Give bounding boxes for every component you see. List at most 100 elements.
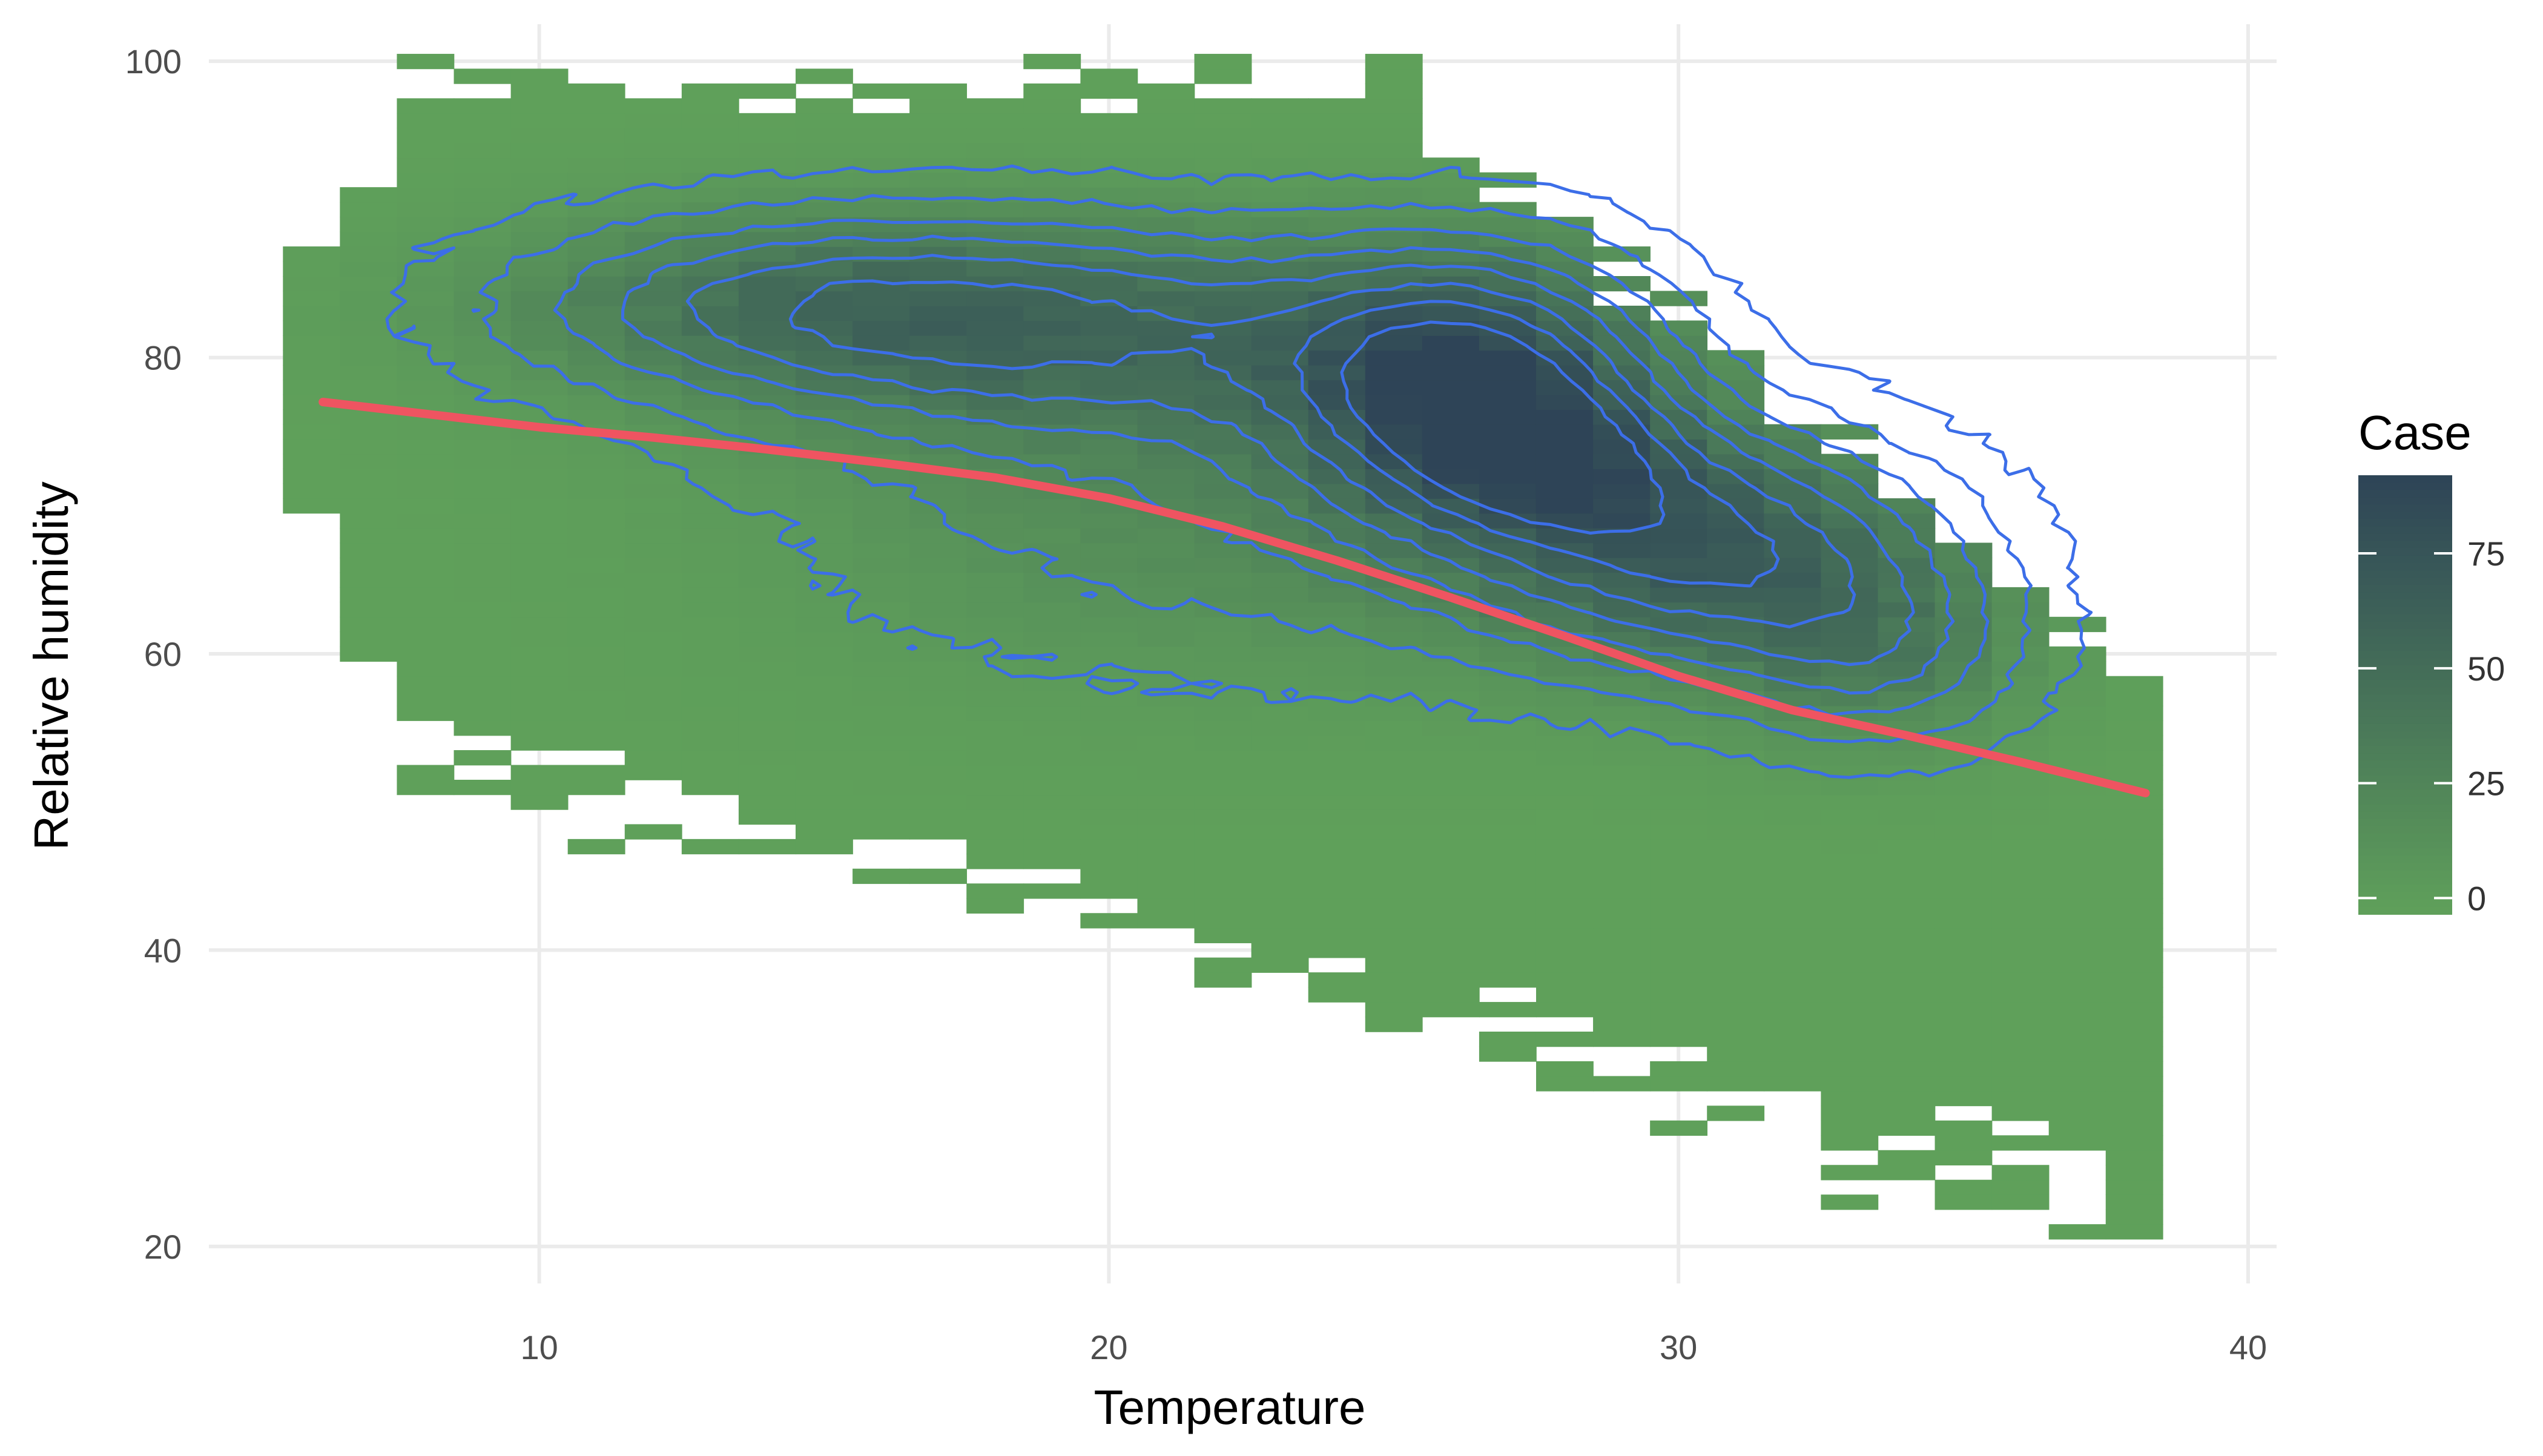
heat-bin [1707,542,1765,558]
heat-bin [2105,1046,2163,1062]
heat-bin [738,587,796,603]
legend-gradient-segment [2358,768,2452,776]
heat-bin [1422,824,1480,840]
heat-bin [1593,483,1651,499]
heat-bin [1365,927,1423,943]
heat-bin [1535,824,1594,840]
legend-gradient-segment [2358,723,2452,732]
heat-bin [397,439,455,455]
heat-bin [1593,883,1651,899]
legend-gradient-segment [2358,702,2452,710]
heat-bin [1535,854,1594,869]
heat-bin [909,528,968,544]
heat-bin [1535,691,1594,707]
heat-bin [1251,128,1309,143]
heat-bin [1821,927,1879,943]
heat-bin [1308,927,1366,943]
heat-bin [853,676,910,691]
heat-bin [2105,794,2163,810]
heat-bin [1251,957,1309,973]
heat-bin [795,350,853,366]
heat-bin [1479,780,1537,796]
heat-bin [1650,750,1708,766]
heat-bin [454,602,512,618]
heat-bin [1535,750,1594,766]
heat-bin [2048,1076,2106,1092]
heat-bin [1707,838,1765,855]
heat-bin [454,661,512,677]
heat-bin [567,765,625,780]
heat-bin [397,453,455,469]
heat-bin [1422,187,1480,203]
heat-bin [1137,320,1195,336]
heat-bin [1194,113,1252,129]
heat-bin [795,305,853,321]
heat-bin [1593,1076,1651,1092]
heat-bin [966,602,1024,618]
heat-bin [1934,913,1993,929]
heat-bin [624,691,682,707]
heat-bin [1821,646,1879,662]
legend-gradient-segment [2358,877,2452,886]
heat-bin [1934,1046,1993,1062]
heat-bin [567,483,625,499]
heat-bin [1991,868,2050,884]
legend-gradient-segment [2358,621,2452,630]
heat-bin [1650,927,1708,943]
heat-bin [909,735,968,751]
heat-bin [1365,231,1423,247]
heat-bin [1080,335,1138,351]
y-axis-ticks: 20 40 60 80 100 [125,42,182,1266]
heat-bin [2048,854,2106,869]
heat-bin [1422,943,1480,958]
heat-bin [1479,217,1537,232]
heat-bin [1878,1090,1936,1107]
heat-bin [2105,735,2163,751]
heat-bin [1650,765,1708,780]
heat-bin [1251,883,1309,899]
heat-bin [1650,720,1708,736]
heat-bin [966,780,1024,796]
heat-bin [1934,646,1993,662]
heat-bin [397,113,455,129]
heat-bin [1878,1032,1936,1047]
heat-bin [1137,98,1195,114]
heat-bin [1707,780,1765,796]
heat-bin [1878,898,1936,914]
legend-gradient-segment [2358,607,2452,615]
heat-bin [1707,513,1765,529]
heat-bin [909,794,968,810]
heat-bin [1023,838,1081,855]
legend-gradient-segment [2358,731,2452,739]
legend-title: Case [2358,406,2472,460]
heat-bin [567,453,625,469]
heat-bin [1934,898,1993,914]
heat-bin [1194,439,1252,455]
heat-bin [2105,943,2163,958]
heat-bin [1934,824,1993,840]
heat-bin [624,824,682,840]
heat-bin [1194,291,1252,306]
heat-bin [1764,661,1822,677]
heat-bin [2105,927,2163,943]
heat-bin [1365,1016,1423,1032]
x-tick-label: 30 [1660,1328,1697,1366]
heat-bin [1137,587,1195,603]
heat-bin [1365,113,1423,129]
heat-bin [909,705,968,721]
heat-bin [2105,868,2163,884]
heat-bin [1593,987,1651,1003]
heat-bin [738,320,796,336]
heat-bin [510,68,569,84]
heat-bin [909,424,968,440]
heat-bin [510,765,569,780]
heat-bin [909,676,968,691]
heat-bin [1764,898,1822,914]
heat-bin [1535,1061,1594,1077]
heat-bin [1535,661,1594,677]
heat-bin [681,676,739,691]
heat-bin [397,335,455,351]
heat-bin [1194,542,1252,558]
heat-bin [1764,1002,1822,1018]
